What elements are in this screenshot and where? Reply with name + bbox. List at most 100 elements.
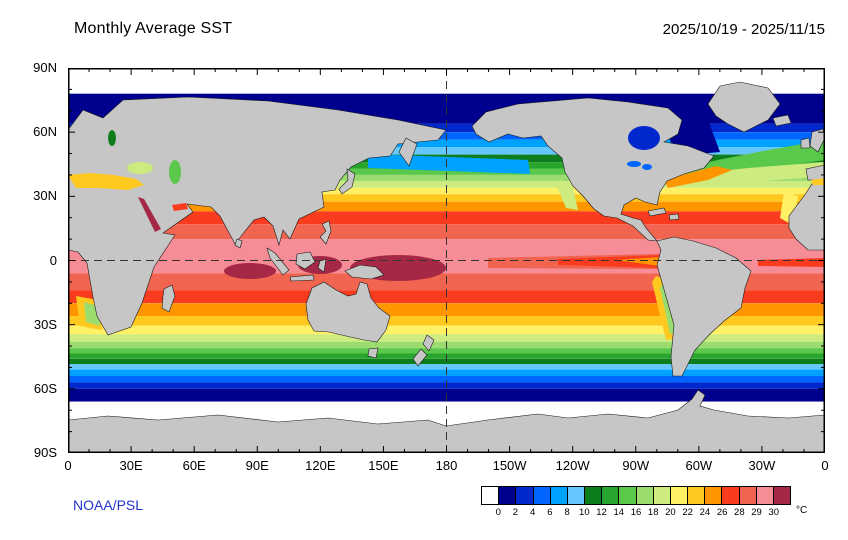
inland-sea <box>811 178 825 185</box>
colorbar-tick-label: 6 <box>547 507 553 518</box>
lon-tick-label: 90W <box>622 458 650 473</box>
sst-band <box>68 181 825 188</box>
sst-band <box>68 168 825 175</box>
lon-tick-label: 0 <box>821 458 829 473</box>
inland-sea <box>138 197 161 232</box>
lat-tick-label: 60S <box>33 380 57 396</box>
colorbar-swatch <box>705 487 723 504</box>
landmass <box>707 81 781 133</box>
sst-band <box>68 376 825 383</box>
colorbar-tick-label: 0 <box>495 507 501 518</box>
inland-sea <box>68 173 144 190</box>
landmass <box>305 281 391 343</box>
lon-tick-label: 120W <box>555 458 590 473</box>
colorbar-tick-label: 2 <box>512 507 519 518</box>
sst-feature <box>224 263 276 279</box>
colorbar-swatch <box>585 487 603 504</box>
sst-feature <box>558 255 660 268</box>
colorbar-unit-label: °C <box>796 505 808 516</box>
inland-sea <box>172 203 188 211</box>
colorbar-swatch <box>516 487 534 504</box>
colorbar-swatch <box>499 487 517 504</box>
lat-tick-label: 90N <box>33 60 57 75</box>
sst-band <box>68 201 825 212</box>
inland-sea <box>627 161 641 167</box>
colorbar-tick-label: 16 <box>630 507 642 518</box>
landmass <box>266 247 290 276</box>
sst-band <box>68 334 825 342</box>
sst-feature <box>664 166 732 188</box>
colorbar-tick-label: 26 <box>716 507 728 518</box>
colorbar-tick-label: 18 <box>647 507 659 518</box>
landmass <box>412 348 428 367</box>
lat-tick-label: 30N <box>33 188 57 204</box>
lat-tick-label: 30S <box>33 316 57 332</box>
colorbar-tick-label: 14 <box>613 507 625 518</box>
inland-sea <box>642 164 652 170</box>
landmass <box>809 128 825 153</box>
colorbar-swatch <box>602 487 620 504</box>
colorbar-tick-label: 4 <box>530 507 536 518</box>
date-range-label: 2025/10/19 - 2025/11/15 <box>662 21 825 38</box>
lon-tick-label: 150E <box>368 458 399 473</box>
latitude-axis: 90N 60N 30N 0 30S 60S 90S <box>0 60 62 460</box>
sst-heatmap-svg <box>68 68 825 453</box>
lat-tick-label: 90S <box>33 445 57 460</box>
landmass <box>788 183 825 251</box>
colorbar-tick-label: 22 <box>682 507 693 518</box>
colorbar-tick-label: 12 <box>596 507 607 518</box>
inland-sea <box>628 126 660 150</box>
colorbar-swatch <box>670 487 689 504</box>
sst-band <box>68 139 825 148</box>
lon-tick-label: 150W <box>492 458 527 473</box>
lon-tick-label: 120E <box>305 458 336 473</box>
landmass <box>161 284 176 313</box>
lon-tick-label: 90E <box>245 458 269 473</box>
colorbar-tick-label: 10 <box>579 507 590 518</box>
landmass <box>656 236 752 377</box>
lon-tick-label: 180 <box>435 458 458 473</box>
colorbar-tick-label: 29 <box>751 507 762 518</box>
lon-tick-label: 60E <box>182 458 206 473</box>
longitude-axis: 0 30E 60E 90E 120E 150E 180 150W 120W 90W 60W 30W 0 <box>64 458 829 474</box>
world-map-plot <box>68 68 825 453</box>
sst-feature <box>556 180 578 210</box>
colorbar-swatch <box>636 487 654 504</box>
noaa-psl-credit: NOAA/PSL <box>73 497 144 513</box>
colorbar-tick-label: 24 <box>699 507 711 518</box>
colorbar-swatch <box>619 487 637 504</box>
landmass <box>422 334 435 352</box>
sst-band <box>68 364 825 370</box>
landmass <box>68 96 447 336</box>
colorbar-labels: 0 2 4 6 8 10 12 14 16 18 20 22 24 26 28 29 30 <box>481 507 791 519</box>
colorbar-tick-label: 8 <box>564 507 570 518</box>
sst-feature <box>616 257 660 266</box>
sst-band <box>68 194 825 202</box>
landmass <box>800 137 811 149</box>
landmass <box>398 137 418 167</box>
inland-sea <box>127 162 153 174</box>
lat-tick-label: 0 <box>49 252 57 268</box>
landmass <box>344 264 385 280</box>
landmass <box>772 114 792 127</box>
colorbar-swatch <box>567 487 586 504</box>
colorbar-swatch <box>688 487 706 504</box>
colorbar-tick-label: 28 <box>734 507 745 518</box>
lon-tick-label: 0 <box>64 458 72 473</box>
colorbar-swatch <box>533 487 551 504</box>
colorbar-swatch <box>756 487 774 504</box>
lon-tick-label: 30E <box>119 458 143 473</box>
temperature-colorbar <box>481 486 791 505</box>
landmass <box>805 164 825 181</box>
colorbar-tick-label: 20 <box>665 507 676 518</box>
inland-sea <box>169 160 181 184</box>
chart-title: Monthly Average SST <box>74 20 233 37</box>
colorbar-swatch <box>739 487 757 504</box>
landmass <box>234 238 243 249</box>
lon-tick-label: 30W <box>748 458 776 473</box>
lat-tick-label: 60N <box>33 124 57 140</box>
plot-frame <box>68 68 825 453</box>
inland-sea <box>108 130 116 146</box>
landmass <box>668 213 680 221</box>
